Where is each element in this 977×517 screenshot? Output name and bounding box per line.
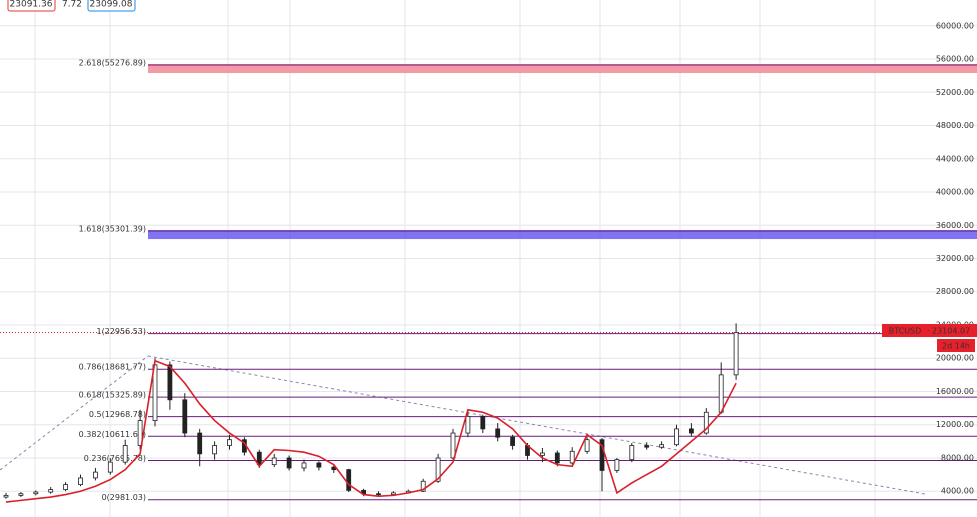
candle-body: [420, 480, 426, 492]
candle-body: [450, 432, 456, 459]
y-tick-label: 60000.00: [936, 21, 974, 30]
candle-body: [18, 493, 24, 496]
candle-body: [435, 457, 441, 482]
candle-body: [584, 439, 590, 452]
fib-label: 0.382(10611.67): [79, 430, 146, 439]
header-value: 7.72: [62, 0, 82, 10]
candle-body: [167, 364, 173, 401]
y-tick-label: 40000.00: [936, 188, 974, 197]
candle-body: [376, 493, 381, 496]
candle-body: [301, 462, 307, 469]
header-box: [87, 0, 136, 12]
candle-body: [659, 444, 664, 448]
candle-body: [271, 457, 277, 466]
candle-body: [33, 491, 39, 495]
candle-body: [316, 462, 322, 468]
fib-label: 1.618(35301.39): [79, 225, 146, 234]
fib-label: 0(2981.03): [102, 493, 146, 502]
price-tag-box: [882, 324, 977, 337]
y-tick-label: 4000.00: [941, 487, 974, 496]
candle-body: [465, 416, 471, 434]
candle-body: [122, 445, 128, 463]
last-price: 23104.07: [932, 327, 970, 336]
y-tick-label: 8000.00: [941, 453, 974, 462]
candle-body: [107, 461, 113, 473]
candle-body: [63, 484, 68, 490]
candle-body: [78, 477, 83, 485]
candle-body: [480, 416, 486, 430]
candle-body: [569, 450, 575, 464]
candle-body: [614, 459, 620, 471]
candle-body: [3, 494, 9, 498]
fib-label: 0.786(18681.77): [79, 363, 146, 372]
candle-body: [599, 439, 605, 471]
candle-body: [540, 452, 545, 456]
symbol: BTCUSD: [889, 327, 922, 336]
candle-body: [733, 332, 739, 376]
candle-body: [182, 399, 188, 434]
fib-label: 1(22956.53): [96, 327, 146, 336]
y-tick-label: 36000.00: [936, 221, 974, 230]
candle-body: [718, 374, 724, 413]
countdown: 2d 14h: [942, 342, 970, 351]
fib-label: 0.236(7695.78): [84, 454, 146, 463]
separator: ·: [927, 327, 930, 336]
y-tick-label: 32000.00: [936, 254, 974, 263]
y-tick-label: 20000.00: [936, 354, 974, 363]
y-tick-label: 16000.00: [936, 387, 974, 396]
candle-body: [703, 411, 709, 434]
candle-body: [227, 439, 232, 446]
candle-body: [137, 420, 143, 446]
candle-body: [48, 489, 54, 493]
fib-band: [148, 230, 977, 240]
candle-body: [93, 471, 98, 479]
y-tick-label: 56000.00: [936, 55, 974, 64]
countdown-box: [937, 339, 975, 352]
fib-label: 0.618(15325.89): [79, 391, 146, 400]
candle-body: [510, 436, 516, 446]
header-box: [7, 0, 56, 12]
fib-label: 2.618(55276.89): [79, 59, 146, 68]
candle-body: [256, 451, 262, 466]
candle-body: [390, 492, 396, 495]
fib-band: [148, 64, 977, 74]
y-tick-label: 52000.00: [936, 88, 974, 97]
trend-line: [0, 355, 149, 471]
candle-body: [674, 428, 679, 446]
candle-body: [197, 432, 203, 455]
candle-body: [629, 445, 635, 461]
header-value: 23091.36: [10, 0, 53, 10]
candle-body: [495, 428, 501, 438]
candle-body: [286, 457, 292, 469]
y-tick-label: 44000.00: [936, 154, 974, 163]
y-tick-label: 48000.00: [936, 121, 974, 130]
candle-body: [346, 469, 352, 491]
fib-label: 0.5(12968.78): [89, 410, 146, 419]
candle-body: [644, 445, 650, 448]
candle-body: [689, 428, 694, 434]
candle-body: [554, 452, 560, 464]
y-tick-label: 28000.00: [936, 287, 974, 296]
y-tick-label: 12000.00: [936, 420, 974, 429]
header-value: 23099.08: [90, 0, 133, 10]
indicator-line: [5, 359, 737, 503]
candle-body: [212, 445, 218, 455]
price-tag: BTCUSD · 23104.07 2d 14h: [882, 324, 977, 352]
header: 23091.36 7.72 23099.08: [7, 0, 136, 12]
